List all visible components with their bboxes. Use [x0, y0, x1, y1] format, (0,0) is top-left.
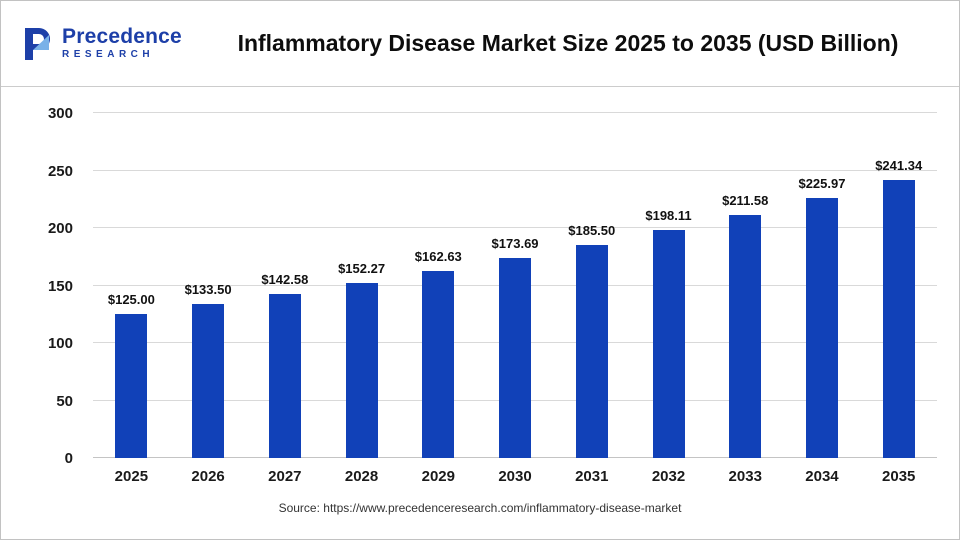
x-axis: 2025 2026 2027 2028 2029 2030 2031 2032 2033 2034… — [93, 458, 937, 485]
bar — [192, 304, 225, 458]
bar-value-label: $211.58 — [722, 192, 769, 208]
bar-column: $162.63 — [400, 113, 477, 458]
x-axis-tick-label: 2026 — [191, 468, 225, 485]
bar-column: $225.97 — [784, 113, 861, 458]
gridline — [93, 169, 937, 171]
bar-column: $185.50 — [553, 113, 630, 458]
logo-name: Precedence — [62, 25, 182, 49]
bar — [729, 214, 762, 458]
chart-area: 0 50 100 150 200 250 300 $125.00 $133.50 $142.58… — [23, 105, 937, 485]
x-axis-tick-label: 2029 — [421, 468, 455, 485]
logo-text: Precedence RESEARCH — [62, 26, 182, 61]
x-axis-tick-label: 2027 — [268, 468, 302, 485]
bar-value-label: $241.34 — [875, 158, 923, 174]
x-axis-tick-label: 2025 — [114, 468, 149, 485]
y-axis: 0 50 100 150 200 250 300 — [23, 105, 81, 467]
bar-column: $173.69 — [477, 113, 554, 458]
logo: Precedence RESEARCH — [19, 26, 209, 62]
x-axis-tick-label: 2030 — [498, 468, 532, 485]
y-axis-tick-label: 300 — [47, 105, 73, 122]
y-axis-tick-label: 50 — [56, 392, 73, 410]
x-axis-tick-label: 2031 — [575, 468, 609, 485]
bar-column: $133.50 — [170, 113, 247, 458]
bar-column: $198.11 — [630, 113, 707, 458]
bar — [422, 270, 455, 458]
x-axis-tick-label: 2034 — [805, 468, 839, 485]
bar — [575, 244, 608, 458]
gridline — [93, 112, 937, 113]
bar-value-label: $133.50 — [184, 282, 232, 298]
logo-subname: RESEARCH — [62, 49, 155, 61]
bar — [115, 314, 148, 458]
y-axis-tick-label: 150 — [47, 277, 73, 295]
chart-title: Inflammatory Disease Market Size 2025 to… — [237, 30, 899, 56]
bar — [345, 282, 378, 458]
bar-column: $241.34 — [860, 113, 937, 458]
y-axis-tick-label: 0 — [64, 450, 73, 467]
bar-column: $125.00 — [93, 113, 170, 458]
y-axis-tick-label: 200 — [47, 220, 73, 237]
precedence-logo-icon — [25, 27, 50, 60]
bar-value-label: $225.97 — [798, 176, 846, 192]
header: Precedence RESEARCH Inflammatory Disease… — [1, 1, 959, 87]
bar-value-label: $198.11 — [645, 208, 692, 224]
plot-area: $125.00 $133.50 $142.58 $152.27 $162.63 $173.… — [93, 112, 937, 458]
bar-column: $142.58 — [246, 113, 323, 458]
bar — [268, 294, 301, 458]
gridline — [93, 227, 937, 228]
y-axis-tick-label: 100 — [47, 335, 73, 352]
bar-value-label: $152.27 — [338, 260, 386, 276]
source-text: Source: https://www.precedenceresearch.c… — [278, 501, 682, 515]
bar-column: $211.58 — [707, 113, 784, 458]
x-axis-tick-label: 2032 — [651, 468, 686, 485]
bar-value-label: $162.63 — [414, 248, 462, 264]
bar — [652, 230, 685, 458]
bar — [805, 198, 838, 458]
bars-row: $125.00 $133.50 $142.58 $152.27 $162.63 $173.… — [93, 113, 937, 458]
x-axis-tick-label: 2035 — [882, 468, 916, 485]
bar — [499, 258, 532, 458]
bar-value-label: $185.50 — [568, 222, 616, 238]
x-axis-tick-label: 2028 — [344, 468, 379, 485]
x-axis-tick-label: 2033 — [728, 468, 762, 485]
bar-value-label: $125.00 — [107, 292, 155, 308]
bar-value-label: $173.69 — [491, 236, 539, 252]
bar-column: $152.27 — [323, 113, 400, 458]
bar-value-label: $142.58 — [261, 272, 309, 288]
bar — [882, 180, 915, 458]
y-axis-tick-label: 250 — [47, 162, 73, 180]
